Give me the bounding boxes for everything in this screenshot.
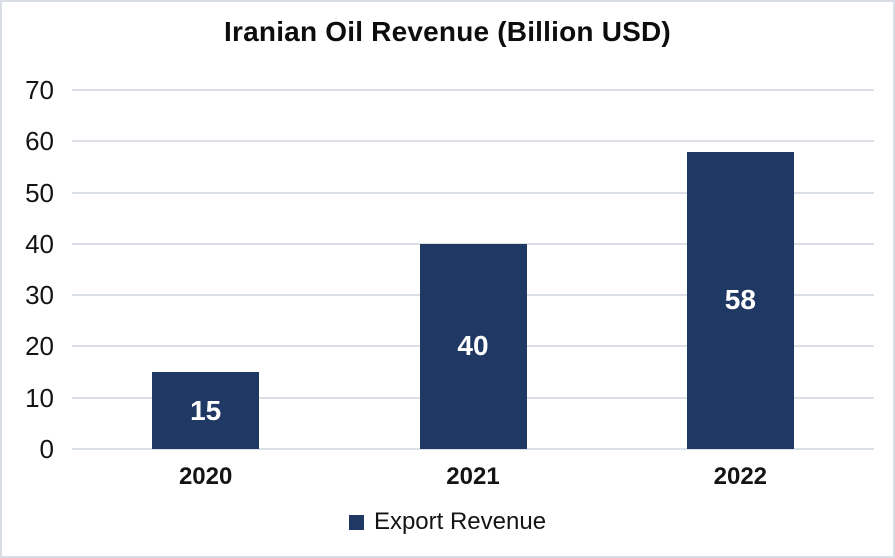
bar-value-label-2022: 58 (724, 284, 756, 316)
bar-2022: 58 (686, 151, 794, 449)
y-tick-label-0: 0 (39, 434, 54, 464)
legend: Export Revenue (2, 508, 893, 536)
gridline-0 (72, 448, 874, 450)
y-tick-label-30: 30 (25, 280, 54, 311)
y-tick-label-70: 70 (25, 75, 54, 105)
x-tick-label-2021: 2021 (446, 463, 500, 490)
x-tick-label-2022: 2022 (713, 463, 768, 490)
y-tick-label-50: 50 (25, 177, 54, 208)
gridline-70 (72, 89, 874, 91)
bar-2021: 40 (419, 243, 527, 449)
y-tick-label-40: 40 (25, 228, 54, 259)
legend-label: Export Revenue (373, 508, 547, 535)
y-tick-label-60: 60 (25, 126, 54, 157)
plot-area: 15 40 58 (72, 89, 874, 450)
bar-value-label-2021: 40 (457, 330, 489, 362)
gridline-60 (72, 140, 874, 143)
x-axis: 2020 2021 2022 (72, 463, 874, 493)
legend-swatch-export-revenue (348, 514, 364, 530)
y-tick-label-20: 20 (25, 331, 54, 362)
y-axis: 0 10 20 30 40 50 60 70 (2, 75, 54, 464)
gridline-50 (72, 191, 874, 194)
x-tick-label-2020: 2020 (178, 463, 233, 490)
bar-2020: 15 (152, 372, 260, 449)
y-tick-label-10: 10 (25, 382, 54, 413)
chart-title: Iranian Oil Revenue (Billion USD) (224, 16, 671, 47)
bar-value-label-2020: 15 (190, 394, 222, 426)
